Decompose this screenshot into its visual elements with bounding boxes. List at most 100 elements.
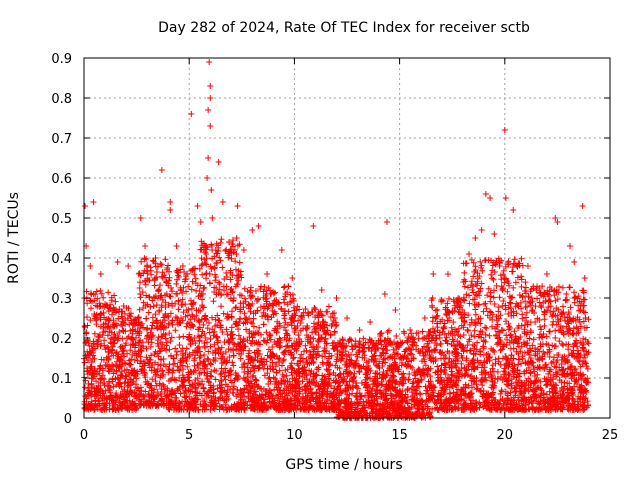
data-point: [189, 278, 196, 285]
data-point: [88, 392, 95, 399]
data-point: [91, 370, 98, 377]
data-point: [172, 300, 179, 307]
data-point: [111, 331, 118, 338]
data-point: [123, 340, 130, 347]
data-point: [136, 397, 143, 404]
data-point: [220, 310, 227, 317]
data-point: [157, 362, 164, 369]
data-point: [188, 305, 195, 312]
data-point: [98, 356, 105, 363]
data-point: [113, 368, 120, 375]
data-point: [147, 343, 154, 350]
data-point: [219, 264, 226, 271]
data-point: [325, 303, 332, 310]
data-point: [105, 317, 112, 324]
data-point: [182, 301, 189, 308]
data-point: [96, 402, 103, 409]
data-point: [83, 354, 90, 361]
data-point: [210, 298, 217, 305]
data-point: [91, 355, 98, 362]
data-point: [81, 384, 88, 391]
data-point: [91, 406, 98, 413]
data-point: [468, 278, 475, 285]
data-point: [143, 263, 150, 270]
data-point: [303, 325, 310, 332]
data-point: [168, 284, 175, 291]
data-point: [404, 385, 411, 392]
data-point: [87, 352, 94, 359]
data-point: [257, 304, 264, 311]
data-point: [179, 378, 186, 385]
data-point: [84, 314, 91, 321]
data-point: [496, 262, 503, 269]
data-point: [148, 385, 155, 392]
data-point: [192, 379, 199, 386]
data-point: [124, 383, 131, 390]
data-point: [135, 387, 142, 394]
data-point: [105, 349, 112, 356]
data-point: [108, 340, 115, 347]
chart-title: Day 282 of 2024, Rate Of TEC Index for r…: [158, 20, 530, 36]
data-point: [162, 363, 169, 370]
data-point: [247, 284, 254, 291]
data-point: [331, 309, 338, 316]
data-point: [403, 338, 410, 345]
data-point: [92, 402, 99, 409]
data-point: [127, 313, 134, 320]
data-point: [118, 402, 125, 409]
data-point: [113, 392, 120, 399]
data-point: [464, 342, 471, 349]
data-point: [145, 360, 152, 367]
data-point: [127, 387, 134, 394]
data-point: [233, 393, 240, 400]
data-point: [102, 320, 109, 327]
data-point: [211, 406, 218, 413]
data-point: [200, 321, 207, 328]
data-point: [189, 311, 196, 318]
data-point: [135, 314, 142, 321]
data-point: [135, 351, 142, 358]
data-point: [127, 327, 134, 334]
data-point: [142, 277, 149, 284]
data-point: [101, 304, 108, 311]
data-point: [509, 268, 516, 275]
data-point: [91, 393, 98, 400]
data-point: [101, 337, 108, 344]
data-point: [179, 317, 186, 324]
data-point: [183, 393, 190, 400]
data-point: [508, 294, 515, 301]
data-point: [89, 375, 96, 382]
data-point: [138, 258, 145, 265]
data-point: [167, 338, 174, 345]
data-point: [154, 337, 161, 344]
data-point: [149, 332, 156, 339]
data-point: [192, 385, 199, 392]
data-point: [152, 311, 159, 318]
data-point: [170, 355, 177, 362]
data-point: [106, 363, 113, 370]
data-point: [119, 327, 126, 334]
data-point: [176, 334, 183, 341]
data-point: [113, 320, 120, 327]
data-point: [152, 369, 159, 376]
data-point: [309, 329, 316, 336]
data-point: [207, 361, 214, 368]
data-point: [85, 339, 92, 346]
data-point: [232, 305, 239, 312]
data-point: [166, 274, 173, 281]
data-point: [147, 356, 154, 363]
data-point: [518, 283, 525, 290]
data-point: [85, 380, 92, 387]
data-point: [121, 310, 128, 317]
data-point: [182, 385, 189, 392]
data-point: [507, 389, 514, 396]
data-point: [93, 315, 100, 322]
data-point: [552, 334, 559, 341]
data-point: [137, 391, 144, 398]
data-point: [118, 313, 125, 320]
data-point: [101, 376, 108, 383]
data-point: [419, 335, 426, 342]
data-point: [217, 378, 224, 385]
data-point: [472, 306, 479, 313]
data-point: [90, 291, 97, 298]
